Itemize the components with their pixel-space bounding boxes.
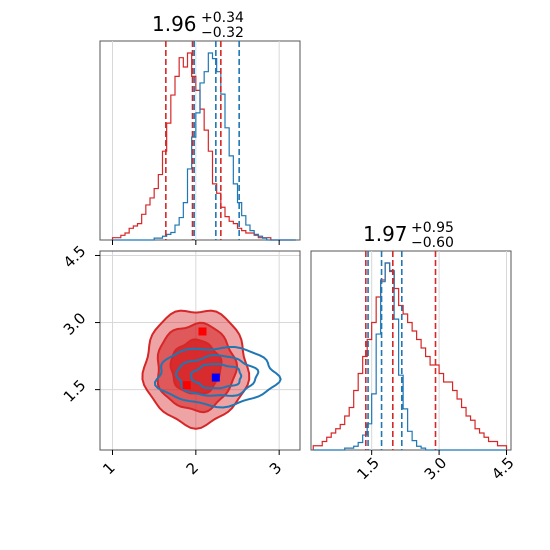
- red-marker: [182, 381, 191, 390]
- x-tick-label: 3.0: [421, 454, 451, 484]
- x-tick-label: 3: [266, 459, 285, 478]
- panel-marginal-2-histograms: [312, 262, 508, 451]
- x-tick-label: 1.5: [353, 454, 383, 484]
- y-tick-label: 3.0: [60, 309, 90, 339]
- x-tick-label: 2: [183, 459, 202, 478]
- red-histogram: [111, 52, 296, 241]
- red-contours: [141, 309, 251, 430]
- y-tick-label: 4.5: [60, 242, 90, 272]
- red-marker: [198, 327, 207, 336]
- blue-contour-level: [154, 346, 282, 409]
- title-2-main: 1.97: [363, 222, 408, 246]
- panel-marginal-1-ticks: [112, 240, 280, 245]
- blue-histogram: [313, 262, 507, 451]
- panel-joint-frame: [99, 250, 301, 451]
- panel-marginal-1-title: 1.96 +0.34 −0.32: [152, 10, 244, 41]
- panel-marginal-1-frame: [99, 40, 301, 241]
- y-tick-label: 1.5: [60, 376, 90, 406]
- blue-contour-level: [174, 354, 260, 397]
- panel-marginal-1-histograms: [111, 52, 296, 241]
- panel-marginal-2: 1.97 +0.95 −0.60 1.5 3.0 4.5: [310, 220, 518, 484]
- panel-marginal-2-title: 1.97 +0.95 −0.60: [363, 220, 454, 251]
- best-fit-markers: [182, 327, 220, 390]
- panel-marginal-1-quantile-lines: [165, 41, 240, 240]
- x-tick-label: 4.5: [488, 454, 518, 484]
- blue-histogram: [112, 52, 296, 241]
- title-1-plus: +0.34: [201, 10, 244, 26]
- red-histogram: [312, 262, 508, 450]
- blue-marker: [211, 373, 220, 382]
- panel-marginal-1-grid: [112, 41, 280, 240]
- title-2-minus: −0.60: [411, 235, 454, 251]
- title-1-main: 1.96: [152, 12, 197, 36]
- panel-marginal-2-ticks: 1.5 3.0 4.5: [353, 450, 518, 484]
- x-tick-label: 1: [99, 459, 118, 478]
- panel-marginal-2-grid: [371, 251, 508, 450]
- panel-marginal-2-frame: [310, 250, 512, 451]
- title-2-plus: +0.95: [411, 220, 454, 236]
- title-1-minus: −0.32: [201, 25, 244, 41]
- panel-joint: 1 2 3 1.5 3.0 4.5: [60, 242, 301, 478]
- panel-marginal-2-quantile-lines: [365, 251, 437, 450]
- blue-contours: [154, 346, 282, 409]
- panel-marginal-1: 1.96 +0.34 −0.32: [99, 10, 301, 245]
- red-contour-level: [169, 338, 223, 395]
- blue-contour-level: [190, 363, 243, 390]
